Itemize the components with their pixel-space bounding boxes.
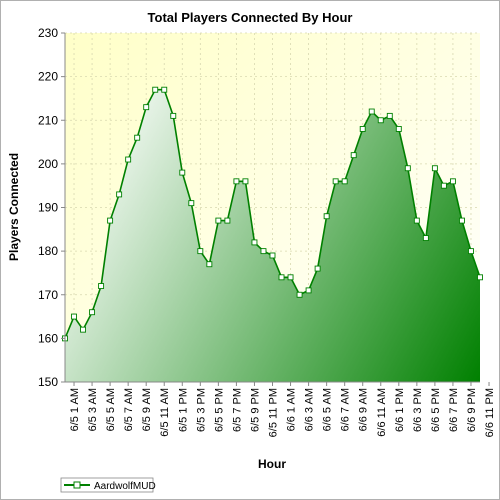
x-tick-label: 6/5 5 PM [213, 388, 225, 432]
x-tick-label: 6/6 3 PM [412, 388, 424, 432]
legend-box [60, 477, 154, 493]
y-tick-label: 200 [38, 157, 58, 171]
legend: AardwolfMUD [60, 477, 156, 493]
x-tick-label: 6/6 11 PM [484, 388, 496, 437]
data-point [224, 217, 231, 224]
x-tick-label: 6/5 1 AM [69, 388, 81, 431]
y-tick-label: 160 [38, 331, 58, 345]
x-axis-label: Hour [258, 457, 286, 471]
data-point [422, 235, 429, 241]
data-point [89, 309, 96, 316]
x-tick-label: 6/5 3 PM [195, 388, 207, 432]
x-tick-label: 6/5 5 AM [105, 388, 117, 431]
x-tick-label: 6/5 7 PM [231, 388, 243, 432]
y-tick-label: 220 [38, 70, 58, 84]
x-tick-label: 6/5 7 AM [123, 388, 135, 431]
x-tick-label: 6/6 1 PM [394, 388, 406, 432]
data-point [395, 126, 402, 132]
x-tick-label: 6/6 9 PM [466, 388, 478, 432]
data-point [170, 112, 177, 119]
data-points [62, 86, 483, 342]
data-point [413, 217, 420, 224]
data-point [386, 112, 393, 119]
legend-label: AardwolfMUD [94, 481, 156, 492]
data-point [287, 274, 294, 281]
data-point [269, 252, 276, 259]
chart-title: Total Players Connected By Hour [148, 10, 353, 25]
data-point [116, 191, 123, 198]
x-tick-label: 6/5 9 PM [249, 388, 261, 432]
data-point [134, 134, 141, 141]
data-point [368, 108, 375, 115]
data-point [179, 169, 186, 176]
data-point [251, 239, 258, 246]
data-point [152, 86, 159, 93]
data-point [459, 217, 465, 224]
data-point [206, 261, 213, 268]
y-tick-label: 150 [38, 375, 58, 389]
y-tick-label: 210 [38, 113, 58, 127]
data-point [71, 313, 77, 320]
data-point [449, 178, 456, 185]
y-tick-label: 190 [38, 201, 58, 215]
data-point [477, 274, 483, 281]
data-point [359, 126, 366, 132]
x-tick-label: 6/5 11 AM [159, 388, 171, 437]
x-tick-label: 6/5 9 AM [141, 388, 153, 431]
data-point [323, 213, 330, 220]
legend-swatch-marker [73, 481, 81, 489]
data-point [161, 86, 168, 93]
x-tick-label: 6/5 11 PM [268, 388, 280, 437]
data-point [440, 182, 447, 189]
data-point [188, 200, 195, 207]
x-tick-label: 6/6 7 PM [448, 388, 460, 432]
data-point [305, 287, 312, 294]
x-tick-label: 6/6 7 AM [340, 388, 352, 431]
data-point [80, 326, 86, 333]
series-area [65, 89, 480, 383]
x-tick-label: 6/6 1 AM [286, 388, 298, 431]
data-point [404, 165, 411, 172]
y-tick-label: 170 [38, 288, 58, 302]
x-tick-label: 6/6 9 AM [358, 388, 370, 431]
data-point [431, 165, 438, 172]
y-axis-label: Players Connected [7, 153, 21, 261]
data-point [296, 291, 303, 298]
y-axis-ticks: 150 160 170 180 190 200 210 220 230 [38, 26, 65, 389]
data-point [350, 152, 357, 159]
data-point [468, 248, 474, 255]
data-point [143, 104, 150, 111]
x-tick-label: 6/6 3 AM [304, 388, 316, 431]
data-point [125, 156, 132, 163]
data-point [215, 217, 222, 224]
data-point [278, 274, 285, 281]
data-point [233, 178, 240, 185]
y-tick-label: 230 [38, 26, 58, 40]
data-point [377, 117, 384, 124]
x-tick-label: 6/6 11 AM [376, 388, 388, 437]
x-tick-label: 6/5 3 AM [87, 388, 99, 431]
x-tick-label: 6/5 1 PM [177, 388, 189, 432]
y-tick-label: 180 [38, 244, 58, 258]
data-point [98, 283, 105, 289]
data-point [197, 248, 204, 255]
data-point [332, 178, 339, 185]
x-axis-ticks: 6/5 1 AM 6/5 3 AM 6/5 5 AM 6/5 7 AM 6/5 9 AM… [69, 382, 496, 437]
data-point [260, 248, 267, 255]
data-point [242, 178, 249, 185]
x-tick-label: 6/6 5 AM [322, 388, 334, 431]
x-tick-label: 6/6 5 PM [430, 388, 442, 432]
data-point [341, 178, 348, 185]
data-point [314, 265, 321, 272]
data-point [107, 217, 114, 224]
